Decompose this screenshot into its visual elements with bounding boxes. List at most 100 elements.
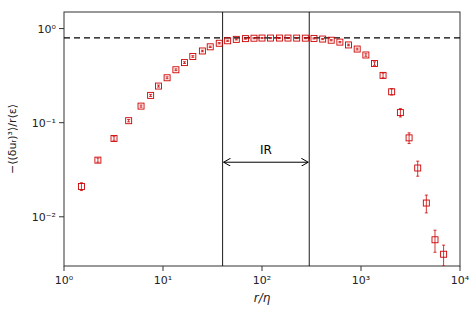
data-point bbox=[268, 35, 274, 41]
data-point bbox=[216, 40, 222, 46]
axes: 10⁰10¹10²10³10⁴10⁻²10⁻¹10⁰ bbox=[32, 23, 470, 287]
data-point bbox=[354, 46, 360, 52]
data-point bbox=[415, 165, 421, 171]
data-point bbox=[302, 35, 308, 41]
x-tick-label: 10³ bbox=[352, 274, 370, 287]
data-point bbox=[397, 110, 403, 116]
x-tick bbox=[262, 266, 263, 271]
error-bar bbox=[269, 37, 272, 38]
x-tick bbox=[64, 266, 65, 271]
error-bar bbox=[157, 85, 160, 87]
error-bar bbox=[364, 54, 367, 56]
data-point bbox=[389, 89, 395, 95]
data-point bbox=[111, 135, 117, 141]
error-bar bbox=[373, 62, 376, 65]
error-bar bbox=[174, 69, 177, 71]
error-bar bbox=[209, 46, 212, 47]
data-point bbox=[372, 61, 378, 67]
error-bar bbox=[330, 40, 333, 41]
x-tick-label: 10⁴ bbox=[451, 274, 470, 287]
data-point bbox=[78, 183, 84, 189]
error-bar bbox=[96, 158, 99, 162]
error-bar bbox=[149, 94, 152, 96]
data-point bbox=[294, 35, 300, 41]
error-bar bbox=[244, 38, 247, 39]
plot-frame bbox=[64, 12, 460, 266]
error-bar bbox=[140, 105, 143, 107]
data-point bbox=[207, 44, 213, 50]
page: {"chart_data": { "type": "scatter", "xla… bbox=[0, 0, 474, 310]
error-bar bbox=[390, 89, 393, 95]
error-bar bbox=[252, 38, 255, 39]
data-point bbox=[337, 39, 343, 45]
data-point bbox=[320, 36, 326, 42]
reference-line-horizontal bbox=[64, 37, 460, 38]
y-tick bbox=[59, 28, 64, 29]
reference-line-vertical bbox=[222, 12, 223, 266]
data-point bbox=[148, 92, 154, 98]
error-bar bbox=[338, 41, 341, 42]
error-bar bbox=[433, 230, 436, 252]
data-point bbox=[242, 36, 248, 42]
data-point bbox=[173, 67, 179, 73]
chart: 10⁰10¹10²10³10⁴10⁻²10⁻¹10⁰r/η−⟨(δuᵣ)³⟩/r… bbox=[0, 0, 474, 310]
x-axis-label: r/η bbox=[254, 291, 271, 305]
error-bar bbox=[295, 38, 298, 39]
data-point bbox=[126, 118, 132, 124]
x-tick bbox=[163, 266, 164, 271]
error-bar bbox=[286, 37, 289, 38]
error-bar bbox=[166, 77, 169, 79]
data-point bbox=[199, 48, 205, 54]
error-bar bbox=[416, 161, 419, 176]
error-bar bbox=[191, 56, 194, 58]
error-bar bbox=[312, 38, 315, 39]
y-tick bbox=[59, 122, 64, 123]
data-point bbox=[328, 37, 334, 43]
data-point bbox=[276, 35, 282, 41]
error-bar bbox=[235, 39, 238, 40]
x-tick-label: 10¹ bbox=[154, 274, 172, 287]
error-bar bbox=[425, 195, 428, 213]
plot-area bbox=[64, 12, 460, 266]
error-bar bbox=[261, 37, 264, 38]
data-point bbox=[441, 251, 447, 257]
x-tick-label: 10⁰ bbox=[55, 274, 74, 287]
error-bar bbox=[183, 62, 186, 64]
error-bar bbox=[218, 43, 221, 44]
error-bar bbox=[226, 40, 229, 41]
x-tick bbox=[460, 266, 461, 271]
data-point bbox=[363, 52, 369, 58]
data-point bbox=[285, 35, 291, 41]
reference-line-vertical bbox=[309, 12, 310, 266]
error-bar bbox=[321, 38, 324, 39]
error-bar bbox=[356, 48, 359, 50]
y-axis-label: −⟨(δuᵣ)³⟩/r⟨ε⟩ bbox=[6, 104, 19, 174]
x-tick bbox=[361, 266, 362, 271]
data-point bbox=[155, 83, 161, 89]
y-tick-label: 10⁻¹ bbox=[32, 117, 56, 130]
data-point bbox=[432, 237, 438, 243]
error-bar bbox=[347, 44, 350, 46]
data-point bbox=[423, 200, 429, 206]
error-bar bbox=[113, 137, 116, 141]
annotation-label: IR bbox=[260, 143, 272, 157]
error-bar bbox=[382, 73, 385, 78]
data-point bbox=[251, 35, 257, 41]
data-point bbox=[225, 38, 231, 44]
data-point bbox=[138, 103, 144, 109]
x-tick-label: 10² bbox=[253, 274, 271, 287]
markers bbox=[78, 35, 446, 257]
error-bar bbox=[442, 245, 445, 266]
data-point bbox=[190, 53, 196, 59]
data-point bbox=[406, 135, 412, 141]
y-tick bbox=[59, 216, 64, 217]
error-bar bbox=[278, 37, 281, 38]
annotation-arrow bbox=[224, 162, 309, 163]
data-point bbox=[182, 60, 188, 66]
error-bar bbox=[127, 120, 130, 122]
data-point bbox=[164, 75, 170, 81]
data-point bbox=[233, 36, 239, 42]
error-bar bbox=[304, 38, 307, 39]
data-point bbox=[346, 42, 352, 48]
data-point bbox=[380, 72, 386, 78]
